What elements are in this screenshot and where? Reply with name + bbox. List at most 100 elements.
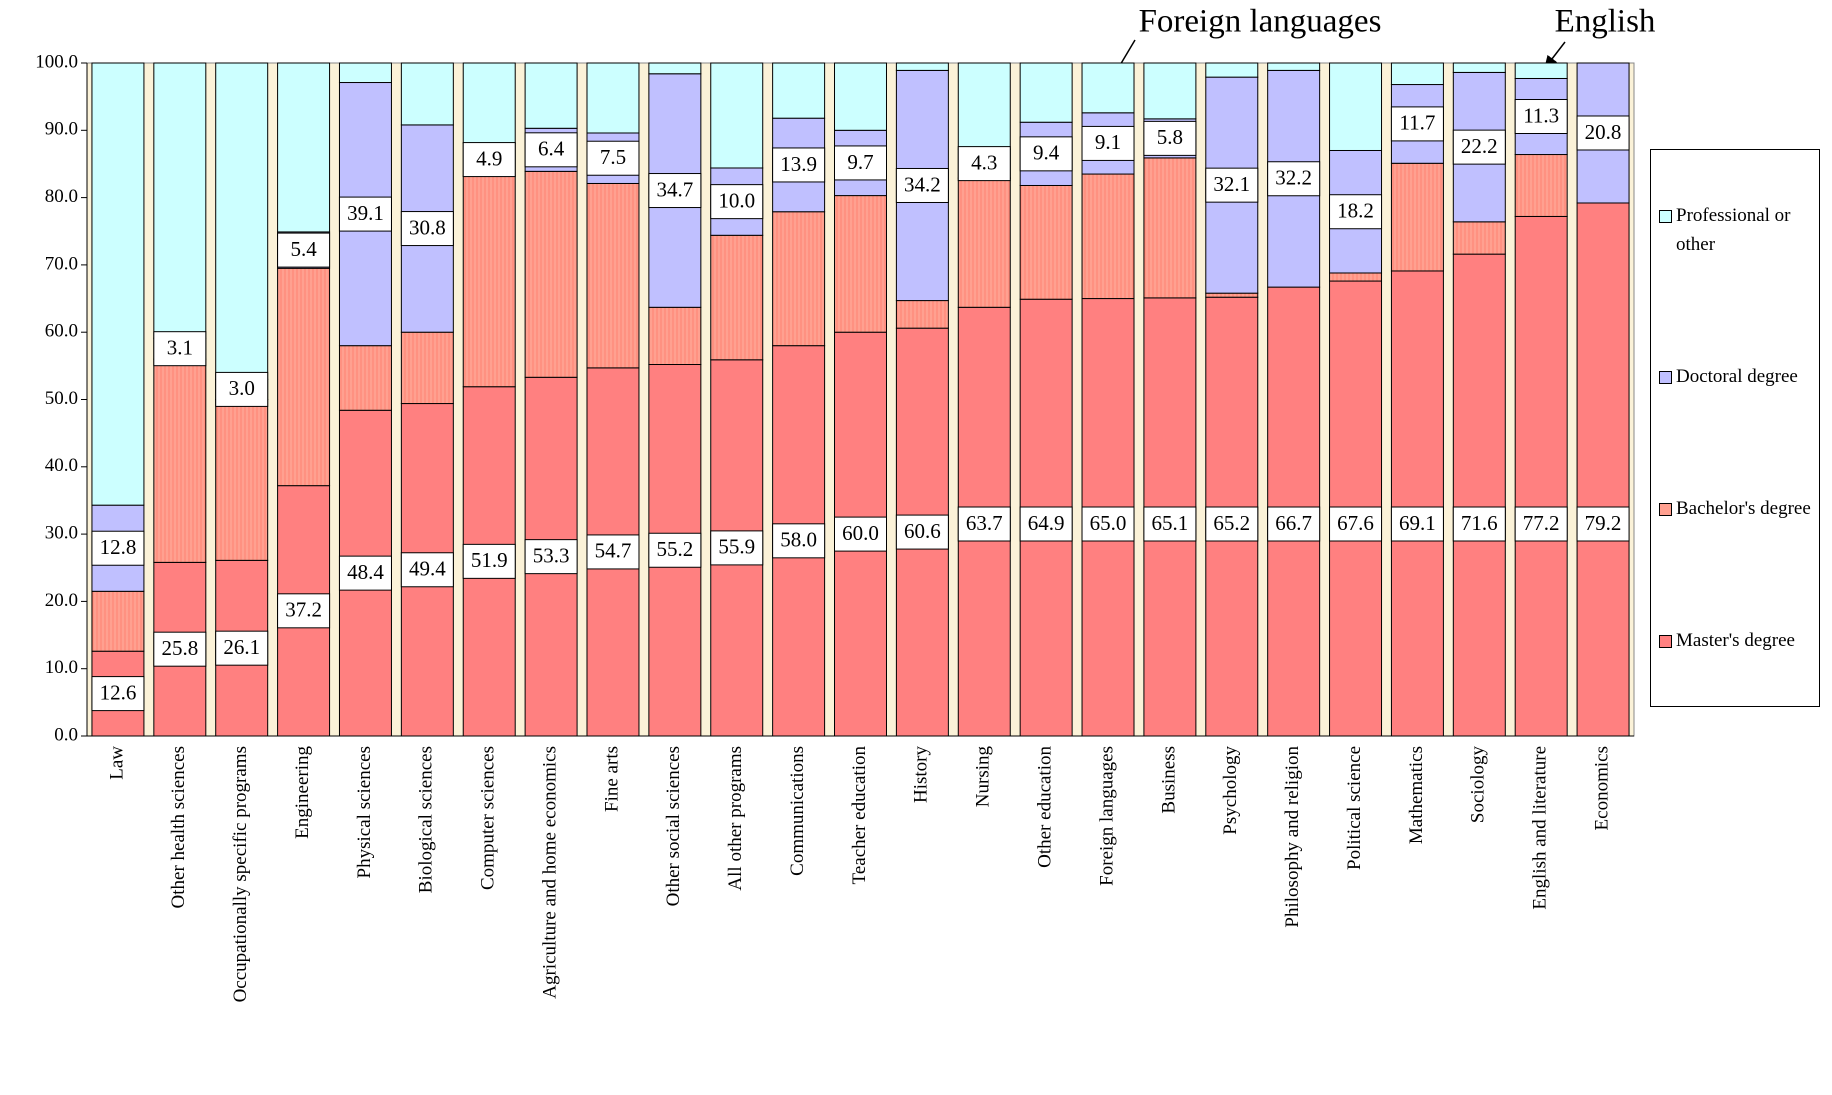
bar-segment (895, 62, 949, 71)
bar-segment (648, 306, 702, 366)
data-label-box (338, 196, 392, 232)
x-tick-label: Communications (787, 746, 808, 876)
data-label: 18.2 (1337, 199, 1374, 223)
data-label: 37.2 (285, 598, 322, 622)
x-tick-label: Psychology (1220, 746, 1241, 835)
data-label: 54.7 (595, 539, 632, 563)
data-label: 39.1 (347, 201, 384, 225)
bar-segment (772, 211, 826, 347)
y-tick-label: 30.0 (45, 522, 78, 543)
data-label-box (1205, 167, 1259, 203)
bar-segment (462, 62, 516, 144)
data-label: 3.0 (229, 376, 255, 400)
data-label: 26.1 (223, 635, 260, 659)
data-label: 77.2 (1523, 511, 1560, 535)
bar-segment (338, 345, 392, 411)
bar-segment (895, 300, 949, 329)
data-label: 66.7 (1275, 511, 1312, 535)
data-label-box (895, 167, 949, 203)
data-label: 9.7 (847, 150, 873, 174)
bar-segment (400, 331, 454, 405)
data-label: 30.8 (409, 215, 446, 239)
data-label: 65.2 (1213, 511, 1250, 535)
data-label: 5.8 (1157, 125, 1183, 149)
data-label-box (586, 534, 640, 570)
data-label-box (710, 184, 764, 220)
data-label-box (400, 211, 454, 247)
bar-segment (277, 267, 331, 487)
legend-label: Bachelor's degree (1676, 497, 1811, 519)
data-label: 22.2 (1461, 134, 1498, 158)
data-label: 12.6 (100, 680, 137, 704)
legend-label: Doctoral degree (1676, 366, 1798, 388)
x-tick-label: Law (106, 746, 127, 780)
x-tick-label: Other social sciences (663, 746, 684, 906)
data-label-box (1329, 506, 1383, 542)
bar-segment (91, 62, 145, 506)
data-label: 20.8 (1585, 120, 1622, 144)
data-label-box (524, 132, 578, 168)
data-label: 63.7 (966, 511, 1003, 535)
bar-segment (1019, 184, 1073, 300)
x-tick-label: Other health sciences (168, 746, 189, 908)
bar-segment (1390, 62, 1444, 86)
x-tick-label: Political science (1344, 746, 1365, 870)
y-tick-label: 50.0 (45, 388, 78, 409)
bar-segment (277, 62, 331, 233)
data-label-box (957, 146, 1011, 182)
data-label-box (1576, 115, 1630, 151)
data-label: 34.2 (904, 172, 941, 196)
bar-segment (772, 62, 826, 119)
bar-segment (1452, 221, 1506, 255)
bar-segment (586, 62, 640, 134)
data-label-box (153, 331, 207, 367)
x-tick-label: Sociology (1468, 746, 1489, 824)
annotation: English (1555, 4, 1656, 40)
data-label-box (586, 140, 640, 176)
data-label: 5.4 (290, 237, 317, 261)
data-label: 32.2 (1275, 166, 1312, 190)
bar-segment (1019, 62, 1073, 123)
data-label-box (462, 142, 516, 178)
data-label: 64.9 (1028, 511, 1065, 535)
data-label-box (462, 543, 516, 579)
data-label: 55.9 (718, 535, 755, 559)
x-tick-label: History (911, 746, 932, 804)
data-label: 11.3 (1523, 103, 1559, 127)
y-tick-label: 10.0 (45, 657, 78, 678)
legend-entry: Professional or other (1659, 201, 1815, 259)
bar-segment (957, 62, 1011, 150)
bar-segment (1205, 62, 1259, 78)
bar-segment (710, 234, 764, 361)
data-label: 7.5 (600, 145, 626, 169)
data-label-box (400, 552, 454, 588)
data-label-box (215, 630, 269, 666)
legend-entry: Doctoral degree (1659, 362, 1815, 391)
bar-segment (153, 62, 207, 339)
data-label: 11.7 (1399, 111, 1435, 135)
data-label-box (648, 173, 702, 209)
y-tick-label: 0.0 (54, 724, 78, 745)
data-label: 49.4 (409, 557, 446, 581)
data-label-box (277, 593, 331, 629)
data-label-box (215, 371, 269, 407)
data-label: 60.0 (842, 521, 879, 545)
y-tick-label: 100.0 (35, 51, 78, 72)
data-label: 48.4 (347, 560, 384, 584)
bar-segment (524, 62, 578, 129)
data-label-box (1267, 506, 1321, 542)
y-tick-label: 70.0 (45, 253, 78, 274)
bar-segment (1081, 173, 1135, 300)
data-label-box (1329, 194, 1383, 230)
y-tick-label: 60.0 (45, 321, 78, 342)
bar-segment (215, 399, 269, 561)
data-label-box (1019, 136, 1073, 172)
data-label-box (1143, 120, 1197, 156)
bar-segment (1452, 253, 1506, 737)
data-label-box (1452, 506, 1506, 542)
bar-segment (1514, 62, 1568, 79)
x-tick-label: Nursing (973, 746, 994, 808)
bar-segment (1390, 162, 1444, 272)
